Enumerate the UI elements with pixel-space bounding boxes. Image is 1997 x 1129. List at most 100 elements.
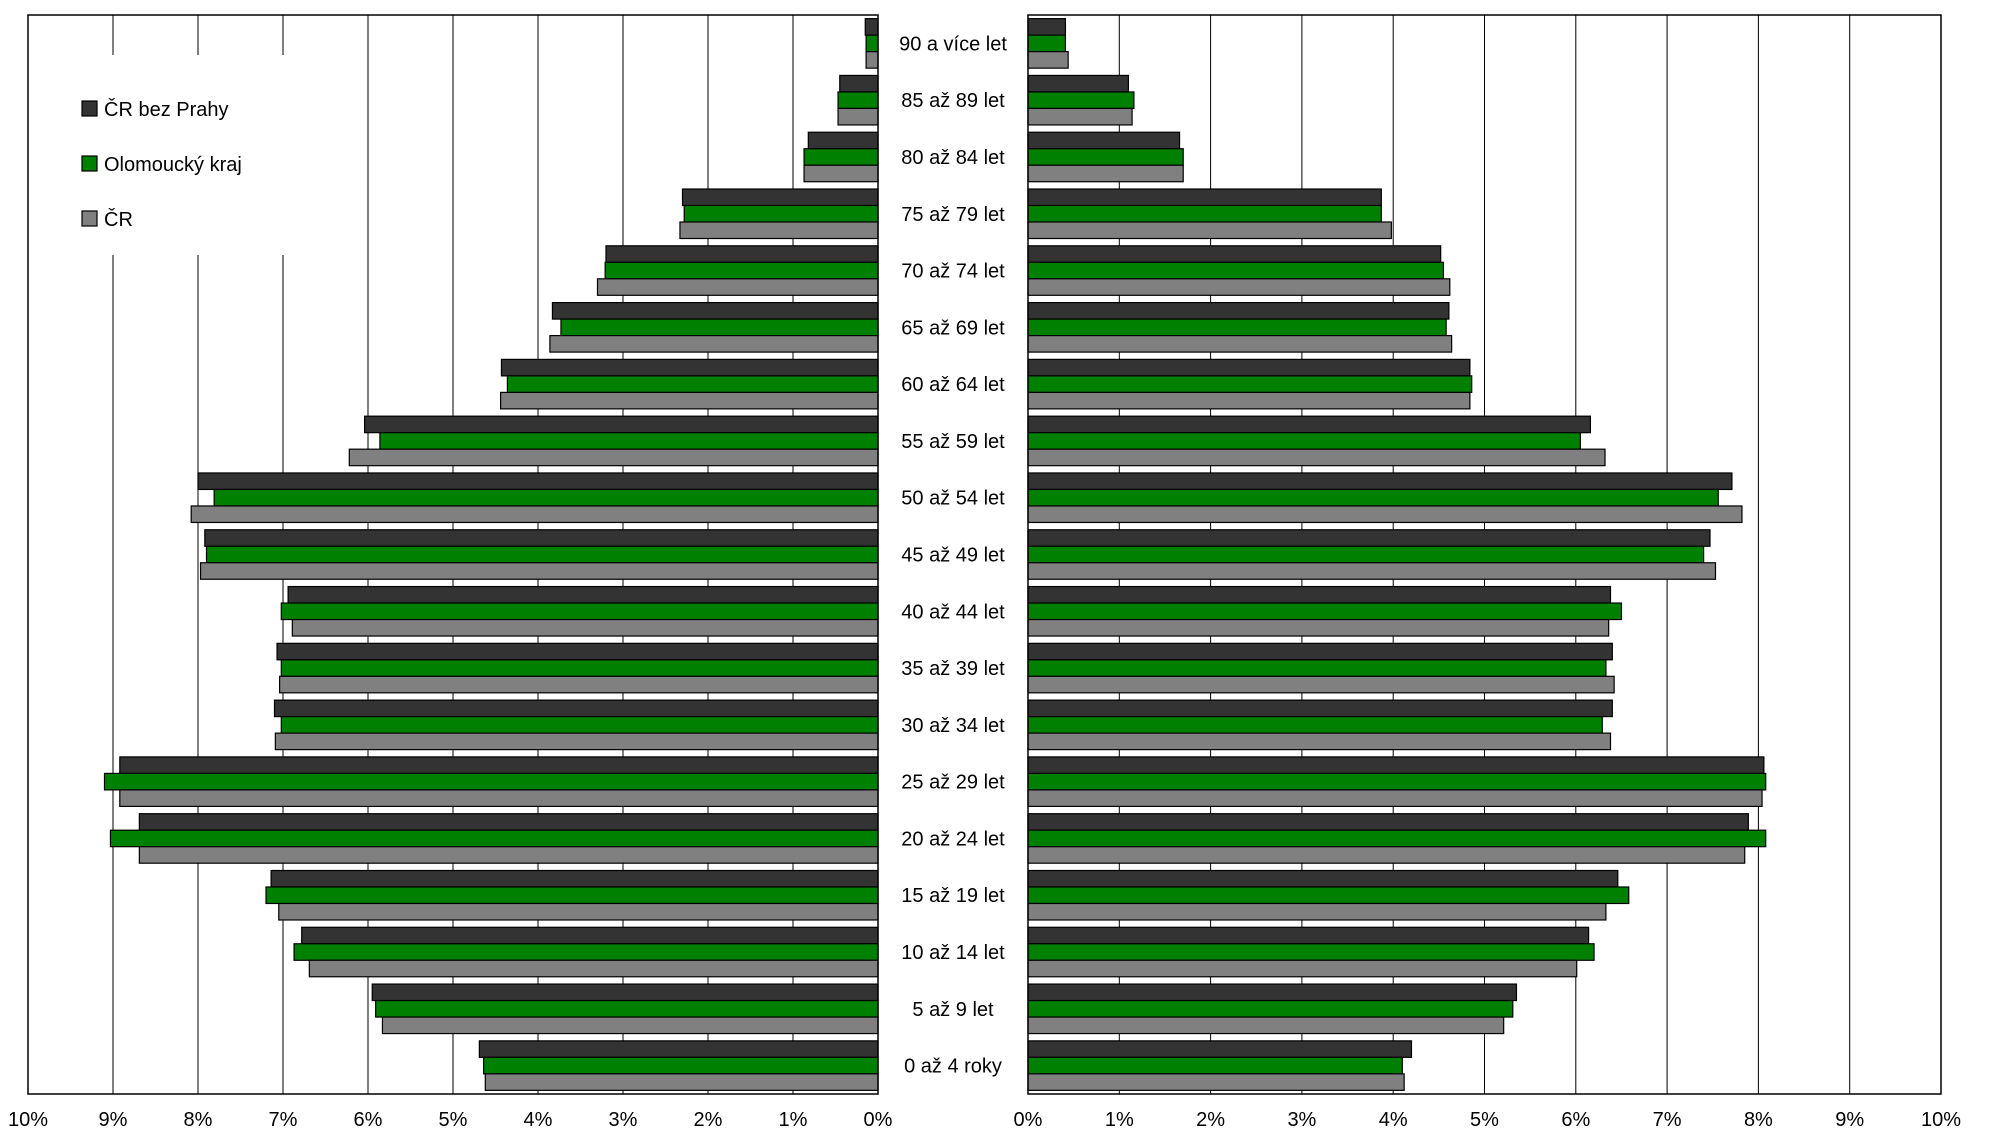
right-bar-r-bez-prahy [1027,983,1518,1002]
right-bar-r-bez-prahy [1027,18,1067,36]
legend-label-r: ČR [104,208,133,231]
left-bar-r [381,1016,879,1035]
left-bar-olomouck-kraj [837,91,879,110]
left-bar-r [279,675,879,694]
right-bar-olomouck-kraj [1027,545,1705,564]
right-bar-r-bez-prahy [1027,699,1613,718]
right-tick-label: 8% [1744,1109,1773,1129]
legend: ČR bez Prahy Olomoucký kraj ČR [62,55,290,255]
right-bar-r-bez-prahy [1027,131,1181,150]
right-bar-r [1027,448,1606,467]
right-bar-r-bez-prahy [1027,642,1613,661]
right-tick-label: 1% [1105,1109,1134,1129]
left-bar-r-bez-prahy [197,472,879,491]
left-bar-r-bez-prahy [119,756,879,775]
right-bar-olomouck-kraj [1027,659,1607,677]
category-label: 0 až 4 roky [904,1056,1002,1078]
category-label: 5 až 9 let [912,999,994,1021]
right-bar-r-bez-prahy [1027,415,1592,434]
category-label: 75 až 79 let [901,204,1005,226]
category-label: 35 až 39 let [901,658,1005,680]
category-label: 25 až 29 let [901,772,1005,794]
left-bar-olomouck-kraj [379,432,879,450]
category-label: 30 až 34 let [901,715,1005,737]
left-bar-r-bez-prahy [273,699,879,718]
left-bar-r-bez-prahy [204,529,879,547]
left-bar-r-bez-prahy [864,18,879,36]
right-bar-r [1027,278,1451,296]
right-bar-olomouck-kraj [1027,204,1382,223]
right-bar-r [1027,334,1453,353]
right-bar-r [1027,164,1184,183]
category-label: 50 až 54 let [901,488,1005,510]
right-bar-olomouck-kraj [1027,999,1514,1018]
left-bar-r [679,221,879,240]
left-tick-label: 5% [439,1109,468,1129]
right-bar-olomouck-kraj [1027,318,1447,337]
left-bar-olomouck-kraj [280,659,879,677]
category-label: 90 a více let [899,33,1007,55]
right-bar-olomouck-kraj [1027,943,1595,961]
left-tick-label: 9% [99,1109,128,1129]
left-bar-r [484,1073,879,1091]
right-bar-olomouck-kraj [1027,375,1473,393]
left-bar-olomouck-kraj [560,318,879,337]
left-axis-ticks: 10% 9% 8% 7% 6% 5% 4% 3% 2% 1% 0% [8,1109,893,1129]
category-label: 45 až 49 let [901,545,1005,567]
right-bar-r [1027,51,1069,69]
left-bar-olomouck-kraj [803,148,879,166]
legend-swatch-r-bez-prahy [81,100,98,117]
right-bar-olomouck-kraj [1027,488,1719,507]
right-plot-frame [1027,14,1942,1095]
right-bar-olomouck-kraj [1027,34,1067,53]
left-tick-label: 8% [184,1109,213,1129]
category-label: 60 až 64 let [901,374,1005,396]
left-bar-olomouck-kraj [213,488,879,507]
left-bar-olomouck-kraj [375,999,879,1018]
left-bar-r [119,789,879,808]
right-bar-r [1027,959,1578,978]
right-bar-r [1027,675,1615,694]
right-bar-r-bez-prahy [1027,813,1749,831]
right-tick-label: 9% [1835,1109,1864,1129]
right-bar-r [1027,846,1746,864]
left-bar-r [596,278,879,296]
legend-swatch-olomouck-kraj [81,155,98,172]
category-label: 80 až 84 let [901,147,1005,169]
right-bar-r [1027,618,1610,637]
left-bar-r-bez-prahy [301,926,879,945]
right-bar-r [1027,391,1471,410]
left-tick-label: 1% [779,1109,808,1129]
left-bar-olomouck-kraj [683,204,879,223]
right-bar-r-bez-prahy [1027,869,1619,888]
right-bar-r-bez-prahy [1027,585,1612,604]
left-bar-olomouck-kraj [865,34,879,53]
right-bar-r-bez-prahy [1027,756,1765,775]
right-bar-olomouck-kraj [1027,772,1767,791]
right-tick-label: 0% [1014,1109,1043,1129]
left-bar-r [837,107,879,126]
left-bar-r-bez-prahy [551,301,879,320]
right-tick-label: 4% [1379,1109,1408,1129]
right-bar-olomouck-kraj [1027,148,1184,166]
left-bar-r-bez-prahy [364,415,879,434]
category-labels: 90 a více let 85 až 89 let 80 až 84 let 75 … [899,33,1007,1077]
legend-background [62,55,290,255]
left-tick-label: 2% [694,1109,723,1129]
left-bar-r-bez-prahy [500,358,879,377]
left-bars [103,18,879,1091]
left-plot-frame [27,14,879,1095]
right-bar-r-bez-prahy [1027,472,1733,491]
right-tick-label: 10% [1921,1109,1961,1129]
left-bar-r-bez-prahy [371,983,879,1002]
left-tick-label: 0% [864,1109,893,1129]
left-bar-r [291,618,879,637]
legend-swatch-r [81,210,98,227]
left-bar-r [500,391,879,410]
legend-label-olomouck-kraj: Olomoucký kraj [104,154,242,176]
category-label: 85 až 89 let [901,90,1005,112]
left-bar-r [865,51,879,69]
left-bar-r [199,562,879,580]
category-label: 70 až 74 let [901,261,1005,283]
left-bar-r [278,902,879,921]
